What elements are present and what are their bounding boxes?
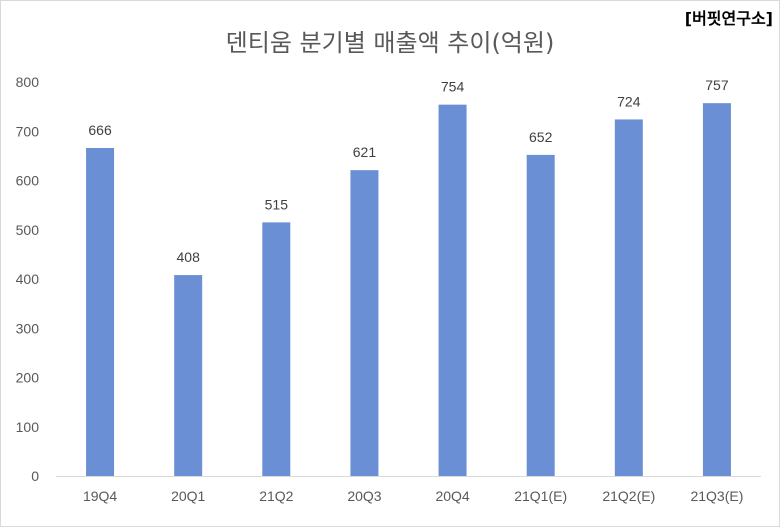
x-tick-label: 19Q4: [83, 488, 117, 504]
bar: [526, 154, 555, 476]
data-label: 757: [705, 77, 729, 93]
data-label: 515: [265, 196, 289, 212]
y-tick-label: 700: [16, 123, 40, 139]
bar: [86, 147, 115, 476]
data-label: 621: [353, 144, 377, 160]
y-tick-label: 100: [16, 419, 40, 435]
x-tick-label: 20Q3: [347, 488, 381, 504]
bar: [702, 103, 731, 477]
x-tick-label: 20Q1: [171, 488, 205, 504]
bar: [262, 222, 291, 476]
data-label: 408: [177, 249, 201, 265]
data-label: 652: [529, 129, 553, 145]
data-label: 724: [617, 93, 641, 109]
y-tick-label: 400: [16, 271, 40, 287]
x-tick-label: 21Q2: [259, 488, 293, 504]
chart-title: 덴티움 분기별 매출액 추이(억원): [225, 29, 555, 57]
bar: [438, 104, 467, 476]
y-tick-label: 600: [16, 173, 40, 189]
data-label: 754: [441, 79, 465, 95]
bar: [174, 275, 203, 476]
x-tick-label: 21Q2(E): [602, 488, 655, 504]
bar: [350, 170, 379, 476]
y-tick-label: 300: [16, 320, 40, 336]
data-label: 666: [88, 122, 112, 138]
y-tick-label: 0: [31, 468, 39, 484]
source-tag: [버핏연구소]: [684, 9, 773, 28]
y-tick-label: 500: [16, 222, 40, 238]
x-tick-label: 21Q1(E): [514, 488, 567, 504]
x-tick-label: 20Q4: [435, 488, 469, 504]
x-tick-label: 21Q3(E): [690, 488, 743, 504]
bar: [614, 119, 643, 477]
y-tick-label: 200: [16, 370, 40, 386]
y-tick-label: 800: [16, 74, 40, 90]
